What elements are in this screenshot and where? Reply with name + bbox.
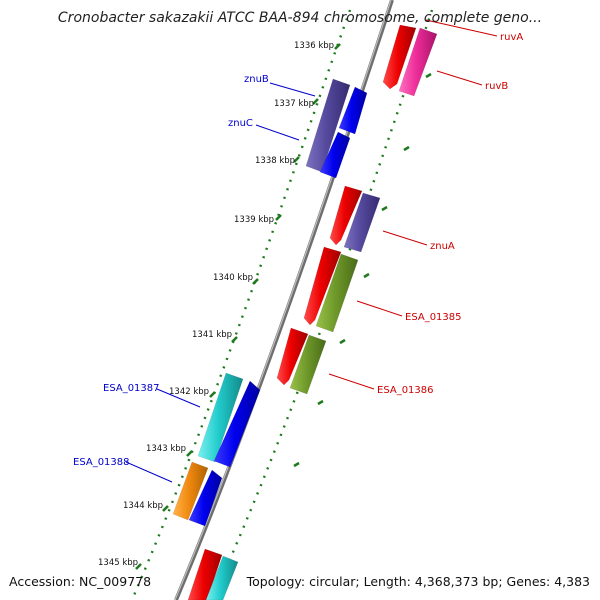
gene-znuC[interactable] [319, 131, 351, 179]
map-title: Cronobacter sakazakii ATCC BAA-894 chrom… [58, 10, 542, 26]
gene-znuA-partner[interactable] [343, 192, 381, 253]
gene-bottom-cyan[interactable] [205, 555, 239, 600]
gene-label[interactable]: ruvA [500, 32, 523, 43]
major-ticks [135, 43, 432, 570]
gene-label[interactable]: ESA_01388 [73, 457, 130, 468]
gene-znuB[interactable] [338, 86, 368, 135]
topology-text: Topology: circular; Length: 4,368,373 bp… [246, 574, 590, 589]
kbp-label: 1336 kbp [294, 41, 334, 51]
kbp-label: 1344 kbp [123, 501, 163, 511]
gene-ESA_01387-partner[interactable] [213, 380, 261, 468]
tick-track-outer [210, 9, 434, 600]
tick-track-inner [130, 9, 352, 600]
gene-ruvB[interactable] [398, 27, 438, 97]
accession-text: Accession: NC_009778 [9, 574, 151, 589]
kbp-label: 1341 kbp [192, 330, 232, 340]
gene-label[interactable]: ESA_01387 [103, 383, 160, 394]
gene-label[interactable]: ruvB [485, 81, 508, 92]
gene-bottom-red[interactable] [187, 548, 223, 600]
kbp-label: 1337 kbp [274, 99, 314, 109]
kbp-label: 1340 kbp [213, 273, 253, 283]
kbp-labels: 1336 kbp 1337 kbp 1338 kbp 1339 kbp 1340… [98, 41, 334, 568]
gene-ESA_01385-partner[interactable] [315, 253, 359, 333]
kbp-label: 1342 kbp [169, 387, 209, 397]
genome-backbone [174, 0, 394, 600]
gene-znuA[interactable] [329, 185, 363, 246]
kbp-label: 1339 kbp [234, 215, 274, 225]
gene-ESA_01385[interactable] [303, 246, 342, 326]
gene-ESA_01387[interactable] [197, 372, 244, 463]
gene-label[interactable]: ESA_01385 [405, 312, 462, 323]
gene-label[interactable]: ESA_01386 [377, 385, 434, 396]
kbp-label: 1343 kbp [146, 444, 186, 454]
gene-label[interactable]: znuC [228, 118, 253, 129]
gene-ESA_01388-partner[interactable] [188, 469, 223, 527]
gene-label[interactable]: znuA [430, 241, 455, 252]
kbp-label: 1338 kbp [255, 156, 295, 166]
callout-lines [125, 19, 498, 483]
kbp-label: 1345 kbp [98, 558, 138, 568]
gene-labels: ruvA ruvB znuB znuC znuA ESA_01385 ESA_0… [73, 32, 523, 468]
gene-ESA_01386-partner[interactable] [289, 334, 327, 395]
gene-label[interactable]: znuB [244, 74, 269, 85]
gene-ruvA[interactable] [382, 24, 417, 90]
gene-features [172, 24, 438, 600]
gene-ESA_01386[interactable] [276, 327, 309, 386]
gene-ESA_01388[interactable] [172, 461, 209, 521]
